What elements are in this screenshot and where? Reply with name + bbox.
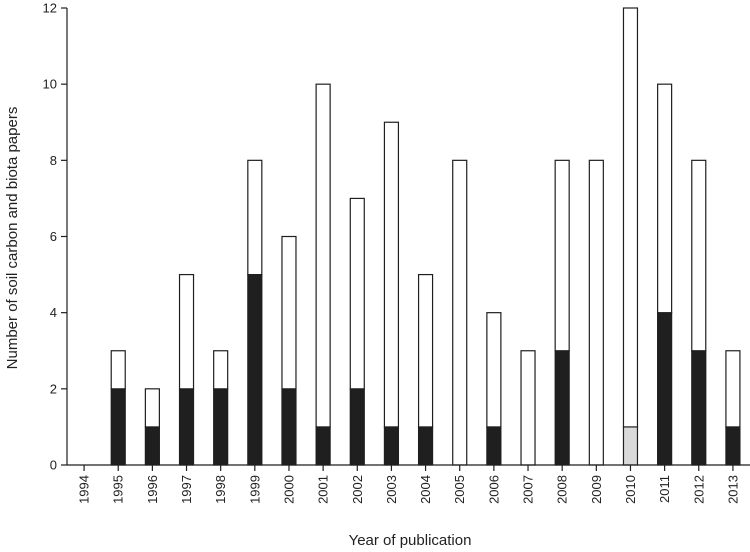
bar-2008-segment-0	[554, 350, 570, 466]
y-tick-label-0: 0	[50, 458, 57, 473]
x-tick-label-2013: 2013	[725, 475, 740, 504]
bar-1996-segment-0	[144, 426, 160, 466]
x-tick-label-2007: 2007	[521, 475, 536, 504]
bar-1997-segment-0	[178, 388, 195, 466]
y-tick-label-6: 6	[50, 229, 57, 244]
bar-2012-segment-2	[691, 159, 707, 352]
bar-2013-segment-0	[725, 426, 741, 466]
x-tick-label-1999: 1999	[247, 475, 262, 504]
x-axis-title: Year of publication	[349, 532, 472, 549]
x-tick-label-2012: 2012	[691, 475, 706, 504]
bar-2006-segment-0	[486, 426, 502, 466]
x-tick-label-2006: 2006	[486, 475, 501, 504]
x-tick-label-2005: 2005	[452, 475, 467, 504]
bar-1999-segment-0	[247, 273, 263, 466]
bar-1999-segment-2	[247, 159, 263, 276]
bar-2008-segment-2	[554, 159, 570, 352]
bar-2005-segment-2	[452, 159, 468, 466]
bars-layer	[110, 7, 741, 466]
x-tick-label-2004: 2004	[418, 475, 433, 504]
y-tick-label-12: 12	[43, 1, 57, 16]
bar-2001-segment-2	[315, 83, 331, 428]
y-tick-label-10: 10	[43, 77, 57, 92]
y-tick-label-4: 4	[50, 305, 57, 320]
y-axis-title: Number of soil carbon and biota papers	[4, 107, 21, 370]
x-tick-label-1994: 1994	[77, 475, 92, 504]
bar-2013-segment-2	[725, 350, 741, 428]
x-tick-label-2003: 2003	[384, 475, 399, 504]
bar-2002-segment-0	[349, 388, 365, 466]
x-tick-label-1996: 1996	[145, 475, 160, 504]
x-tick-label-2009: 2009	[589, 475, 604, 504]
y-tick-label-2: 2	[50, 381, 57, 396]
bar-2010-segment-1	[622, 426, 639, 466]
x-tick-label-2011: 2011	[657, 475, 672, 503]
x-tick-label-2002: 2002	[350, 475, 365, 504]
bar-2007-segment-2	[520, 350, 536, 466]
bar-1997-segment-2	[178, 273, 195, 390]
y-tick-label-8: 8	[50, 153, 57, 168]
bar-1998-segment-0	[213, 388, 229, 466]
bar-1996-segment-2	[144, 388, 160, 428]
bar-2012-segment-0	[691, 350, 707, 466]
x-tick-label-2008: 2008	[555, 475, 570, 504]
bar-2011-segment-0	[657, 312, 673, 466]
bar-2004-segment-0	[417, 426, 434, 466]
bar-2006-segment-2	[486, 312, 502, 428]
x-tick-label-2010: 2010	[623, 475, 638, 504]
x-tick-label-2001: 2001	[316, 475, 331, 504]
bar-1995-segment-0	[110, 388, 126, 466]
x-tick-label-1998: 1998	[213, 475, 228, 504]
bar-2004-segment-2	[417, 273, 434, 428]
bar-2003-segment-2	[383, 121, 400, 428]
bar-1998-segment-2	[213, 350, 229, 390]
x-tick-label-1995: 1995	[111, 475, 126, 504]
bar-2001-segment-0	[315, 426, 331, 466]
x-tick-label-1997: 1997	[179, 475, 194, 504]
bar-2009-segment-2	[588, 159, 604, 466]
bar-2000-segment-2	[281, 235, 297, 390]
bar-2010-segment-2	[622, 7, 639, 428]
bar-2011-segment-2	[657, 83, 673, 314]
bar-2000-segment-0	[281, 388, 297, 466]
bar-1995-segment-2	[110, 350, 126, 390]
bar-2003-segment-0	[383, 426, 400, 466]
x-tick-label-2000: 2000	[281, 475, 296, 504]
bar-2002-segment-2	[349, 197, 365, 390]
axes-layer: 0 2 4 6 8 10 12 1994 1995 1996 1997 1998 1999 2000 200…	[43, 1, 750, 504]
